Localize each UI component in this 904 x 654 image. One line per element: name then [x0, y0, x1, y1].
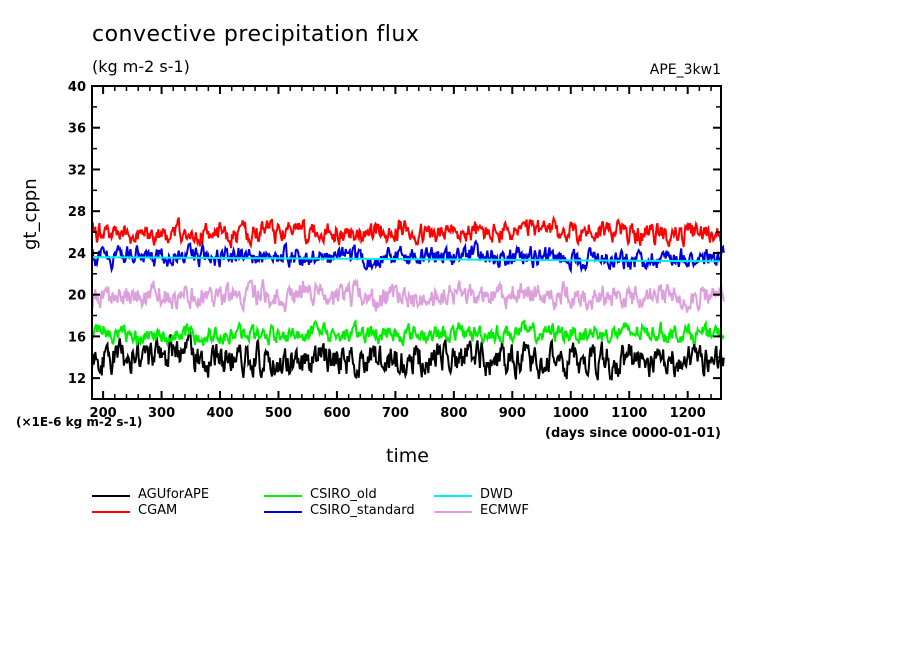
legend-swatch	[264, 511, 302, 513]
x-tick-label: 1200	[670, 406, 706, 421]
series-line-csiro-old	[91, 319, 725, 348]
x-axis-label: time	[386, 445, 429, 467]
x-tick-label: 1100	[611, 406, 647, 421]
x-tick-label: 200	[90, 406, 117, 421]
series-line-ecmwf	[91, 277, 725, 314]
legend-swatch	[434, 495, 472, 497]
x-tick-label: 400	[206, 406, 233, 421]
y-tick-label: 16	[68, 330, 86, 345]
x-tick-label: 700	[382, 406, 409, 421]
legend-label: AGUforAPE	[138, 487, 210, 502]
legend-label: CSIRO_standard	[310, 503, 415, 518]
x-tick-label: 300	[148, 406, 175, 421]
x-tick-label: 900	[499, 406, 526, 421]
y-scale-note: (×1E-6 kg m-2 s-1)	[16, 415, 143, 429]
legend-label: DWD	[480, 487, 513, 502]
axis-layer: 200 300 400 500 600 700 800 900 1000 1100 1200 12 16…	[68, 80, 722, 421]
run-label: APE_3kw1	[649, 62, 721, 78]
legend-label: CSIRO_old	[310, 487, 377, 502]
series-layer	[91, 214, 725, 381]
legend-label: CGAM	[138, 503, 178, 518]
chart-units: (kg m-2 s-1)	[92, 57, 190, 76]
x-axis-units: (days since 0000-01-01)	[545, 426, 721, 441]
series-line-aguforape	[91, 330, 725, 381]
x-tick-label: 500	[265, 406, 292, 421]
legend-label: ECMWF	[480, 503, 529, 518]
chart-title: convective precipitation flux	[92, 22, 420, 47]
y-tick-label: 24	[68, 247, 86, 262]
series-line-cgam	[91, 214, 722, 250]
series-line-dwd	[91, 256, 722, 263]
legend-swatch	[264, 495, 302, 497]
y-tick-label: 20	[68, 289, 86, 304]
legend-swatch	[92, 511, 130, 513]
y-tick-label: 36	[68, 122, 86, 137]
y-tick-label: 12	[68, 372, 86, 387]
y-tick-label: 32	[68, 163, 86, 178]
x-tick-label: 600	[323, 406, 350, 421]
y-tick-label: 28	[68, 205, 86, 220]
x-tick-label: 1000	[553, 406, 589, 421]
y-tick-label: 40	[68, 80, 86, 95]
series-line-csiro-standard	[91, 239, 725, 274]
x-tick-label: 800	[440, 406, 467, 421]
legend-swatch	[92, 495, 130, 497]
legend-swatch	[434, 511, 472, 513]
